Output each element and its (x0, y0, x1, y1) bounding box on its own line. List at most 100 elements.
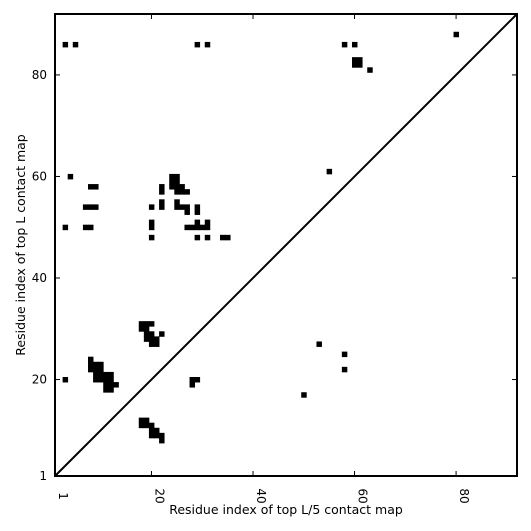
contact-cell (148, 427, 155, 434)
x-tick-label: 20 (152, 488, 166, 503)
contact-cell (352, 62, 358, 68)
contact-cell (93, 377, 99, 383)
contact-cell (143, 321, 150, 327)
contact-cell (184, 204, 190, 210)
contact-cell (72, 41, 79, 48)
x-tick-label: 60 (356, 488, 370, 503)
contact-cell (93, 204, 99, 210)
contact-cell (148, 204, 155, 210)
contact-cell (204, 224, 211, 231)
contact-cell (108, 387, 114, 393)
contact-cell (88, 361, 94, 368)
contact-cell (103, 387, 109, 393)
contact-cell (199, 224, 206, 231)
y-tick-label: 60 (32, 169, 47, 183)
contact-cell (194, 234, 201, 241)
contact-cell (194, 224, 201, 231)
plot-frame (54, 13, 518, 477)
contact-cell (67, 173, 74, 180)
contact-cell (103, 371, 109, 378)
contact-cell (108, 377, 114, 383)
contact-cell (62, 377, 69, 383)
contact-cell (88, 204, 94, 210)
contact-cell (93, 366, 99, 373)
contact-cell (88, 356, 94, 363)
contact-cell (148, 331, 155, 337)
x-tick-label: 80 (457, 488, 471, 503)
contact-cell (179, 204, 185, 210)
contact-cell (148, 432, 155, 439)
contact-cell (189, 382, 196, 388)
contact-cell (88, 366, 94, 373)
contact-cell (169, 173, 175, 180)
contact-cell (184, 224, 190, 231)
contact-cell (143, 336, 150, 342)
contact-cell (148, 219, 155, 226)
contact-cell (148, 234, 155, 241)
contact-cell (148, 336, 155, 342)
y-tick-label: 40 (32, 271, 47, 285)
contact-cell (143, 331, 150, 337)
contact-cell (316, 341, 322, 347)
contact-cell (148, 341, 155, 347)
contact-cell (82, 224, 89, 231)
contact-cell (174, 184, 180, 190)
contact-cell (103, 382, 109, 388)
contact-cell (154, 427, 160, 434)
contact-cell (93, 371, 99, 378)
diagonal-line (54, 13, 518, 477)
contact-cell (88, 184, 94, 190)
axis-ticks: 1 20 40 60 80 1 20 40 60 80 (32, 14, 517, 504)
contact-cell (184, 209, 190, 215)
contact-cells (62, 31, 460, 444)
contact-cell (367, 67, 373, 73)
contact-cell (194, 41, 201, 48)
contact-cell (88, 224, 94, 231)
contact-cell (138, 321, 145, 327)
contact-cell (159, 204, 165, 210)
x-tick-label: 40 (254, 488, 268, 503)
contact-cell (159, 331, 165, 337)
contact-cell (113, 382, 119, 388)
contact-cell (159, 437, 165, 444)
contact-cell (225, 234, 231, 241)
contact-cell (174, 173, 180, 180)
contact-cell (189, 224, 196, 231)
contact-cell (143, 422, 150, 429)
contact-cell (169, 184, 175, 190)
contact-cell (98, 361, 104, 368)
x-axis-label: Residue index of top L/5 contact map (169, 502, 403, 517)
contact-cell (62, 41, 69, 48)
contact-cell (453, 31, 460, 38)
contact-cell (357, 57, 363, 63)
contact-cell (93, 361, 99, 368)
contact-cell (62, 224, 69, 231)
contact-cell (301, 392, 307, 398)
contact-cell (220, 234, 226, 241)
contact-cell (194, 204, 201, 210)
contact-cell (341, 351, 348, 358)
contact-cell (179, 184, 185, 190)
y-tick-label: 20 (32, 373, 47, 387)
contact-cell (154, 432, 160, 439)
contact-cell (204, 234, 211, 241)
contact-cell (159, 199, 165, 205)
contact-cell (82, 204, 89, 210)
contact-cell (174, 199, 180, 205)
contact-cell (179, 189, 185, 195)
contact-cell (204, 219, 211, 226)
contact-cell (148, 422, 155, 429)
contact-cell (341, 41, 348, 48)
x-tick-label: 1 (56, 492, 70, 500)
contact-cell (98, 377, 104, 383)
contact-cell (194, 377, 201, 383)
contact-cell (154, 336, 160, 342)
contact-cell (103, 377, 109, 383)
y-tick-label: 80 (32, 68, 47, 82)
contact-cell (169, 179, 175, 185)
contact-cell (357, 62, 363, 68)
contact-cell (148, 224, 155, 231)
y-axis-label: Residue index of top L contact map (13, 134, 28, 355)
contact-cell (98, 371, 104, 378)
contact-cell (326, 168, 333, 175)
